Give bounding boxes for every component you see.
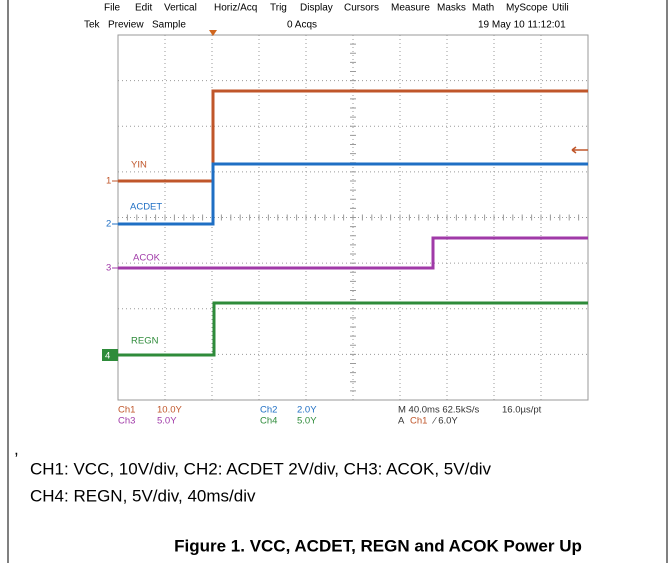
readout-name: Ch4 xyxy=(260,416,277,427)
figure-title: Figure 1. VCC, ACDET, REGN and ACOK Powe… xyxy=(174,536,582,555)
menu-item: MyScope xyxy=(506,3,548,14)
menu-item: Math xyxy=(472,3,494,14)
channel-marker: 2 xyxy=(106,219,111,230)
trigger-prefix: A xyxy=(398,416,405,427)
menu-item: Horiz/Acq xyxy=(214,3,257,14)
readout-name: Ch1 xyxy=(118,405,135,416)
caption-line: CH4: REGN, 5V/div, 40ms/div xyxy=(30,486,256,505)
readout-scale: 2.0Y xyxy=(297,405,317,416)
menu-item: File xyxy=(104,3,121,14)
channel-marker: 3 xyxy=(106,263,111,274)
waveform-ch2 xyxy=(118,162,588,226)
menu-item: Edit xyxy=(135,3,152,14)
resolution-readout: 16.0µs/pt xyxy=(502,405,542,416)
menu-item: Vertical xyxy=(164,3,197,14)
caption-mark: , xyxy=(14,439,19,458)
readout-scale: 5.0Y xyxy=(157,416,177,427)
acqs: 0 Acqs xyxy=(287,20,317,31)
graticule xyxy=(117,34,589,401)
channel-marker: 1 xyxy=(106,176,111,187)
datetime: 19 May 10 11:12:01 xyxy=(478,20,566,31)
mode: Preview xyxy=(108,20,144,31)
menu-item: Measure xyxy=(391,3,430,14)
acq-mode: Sample xyxy=(152,20,186,31)
trigger-source: Ch1 xyxy=(410,416,427,427)
readout-scale: 5.0Y xyxy=(297,416,317,427)
channel-label: ACDET xyxy=(130,202,162,213)
channel-label: ACOK xyxy=(133,253,161,264)
menu-item: Trig xyxy=(270,3,287,14)
readout-name: Ch2 xyxy=(260,405,277,416)
readout-scale: 10.0Y xyxy=(157,405,182,416)
readout-name: Ch3 xyxy=(118,416,135,427)
channel-marker: 4 xyxy=(105,351,110,362)
channel-label: REGN xyxy=(131,336,159,347)
caption-line: CH1: VCC, 10V/div, CH2: ACDET 2V/div, CH… xyxy=(30,459,492,478)
waveform-ch3 xyxy=(118,236,588,270)
horizontal-readout: M 40.0ms 62.5kS/s xyxy=(398,405,480,416)
channel-marker-box xyxy=(102,349,118,361)
trigger-position xyxy=(209,30,217,36)
menu-bar: File Edit Vertical Horiz/Acq Trig Display Curs… xyxy=(104,3,569,14)
brand: Tek xyxy=(84,20,101,31)
menu-item: Utili xyxy=(552,3,569,14)
menu-item: Masks xyxy=(437,3,466,14)
menu-item: Cursors xyxy=(344,3,379,14)
channel-label: YIN xyxy=(131,160,147,171)
trigger-level: ⁄ 6.0Y xyxy=(432,416,458,427)
trigger-level-arrow xyxy=(571,146,588,154)
menu-item: Display xyxy=(300,3,333,14)
waveform-ch4 xyxy=(118,301,588,357)
waveform-ch1 xyxy=(118,89,588,183)
